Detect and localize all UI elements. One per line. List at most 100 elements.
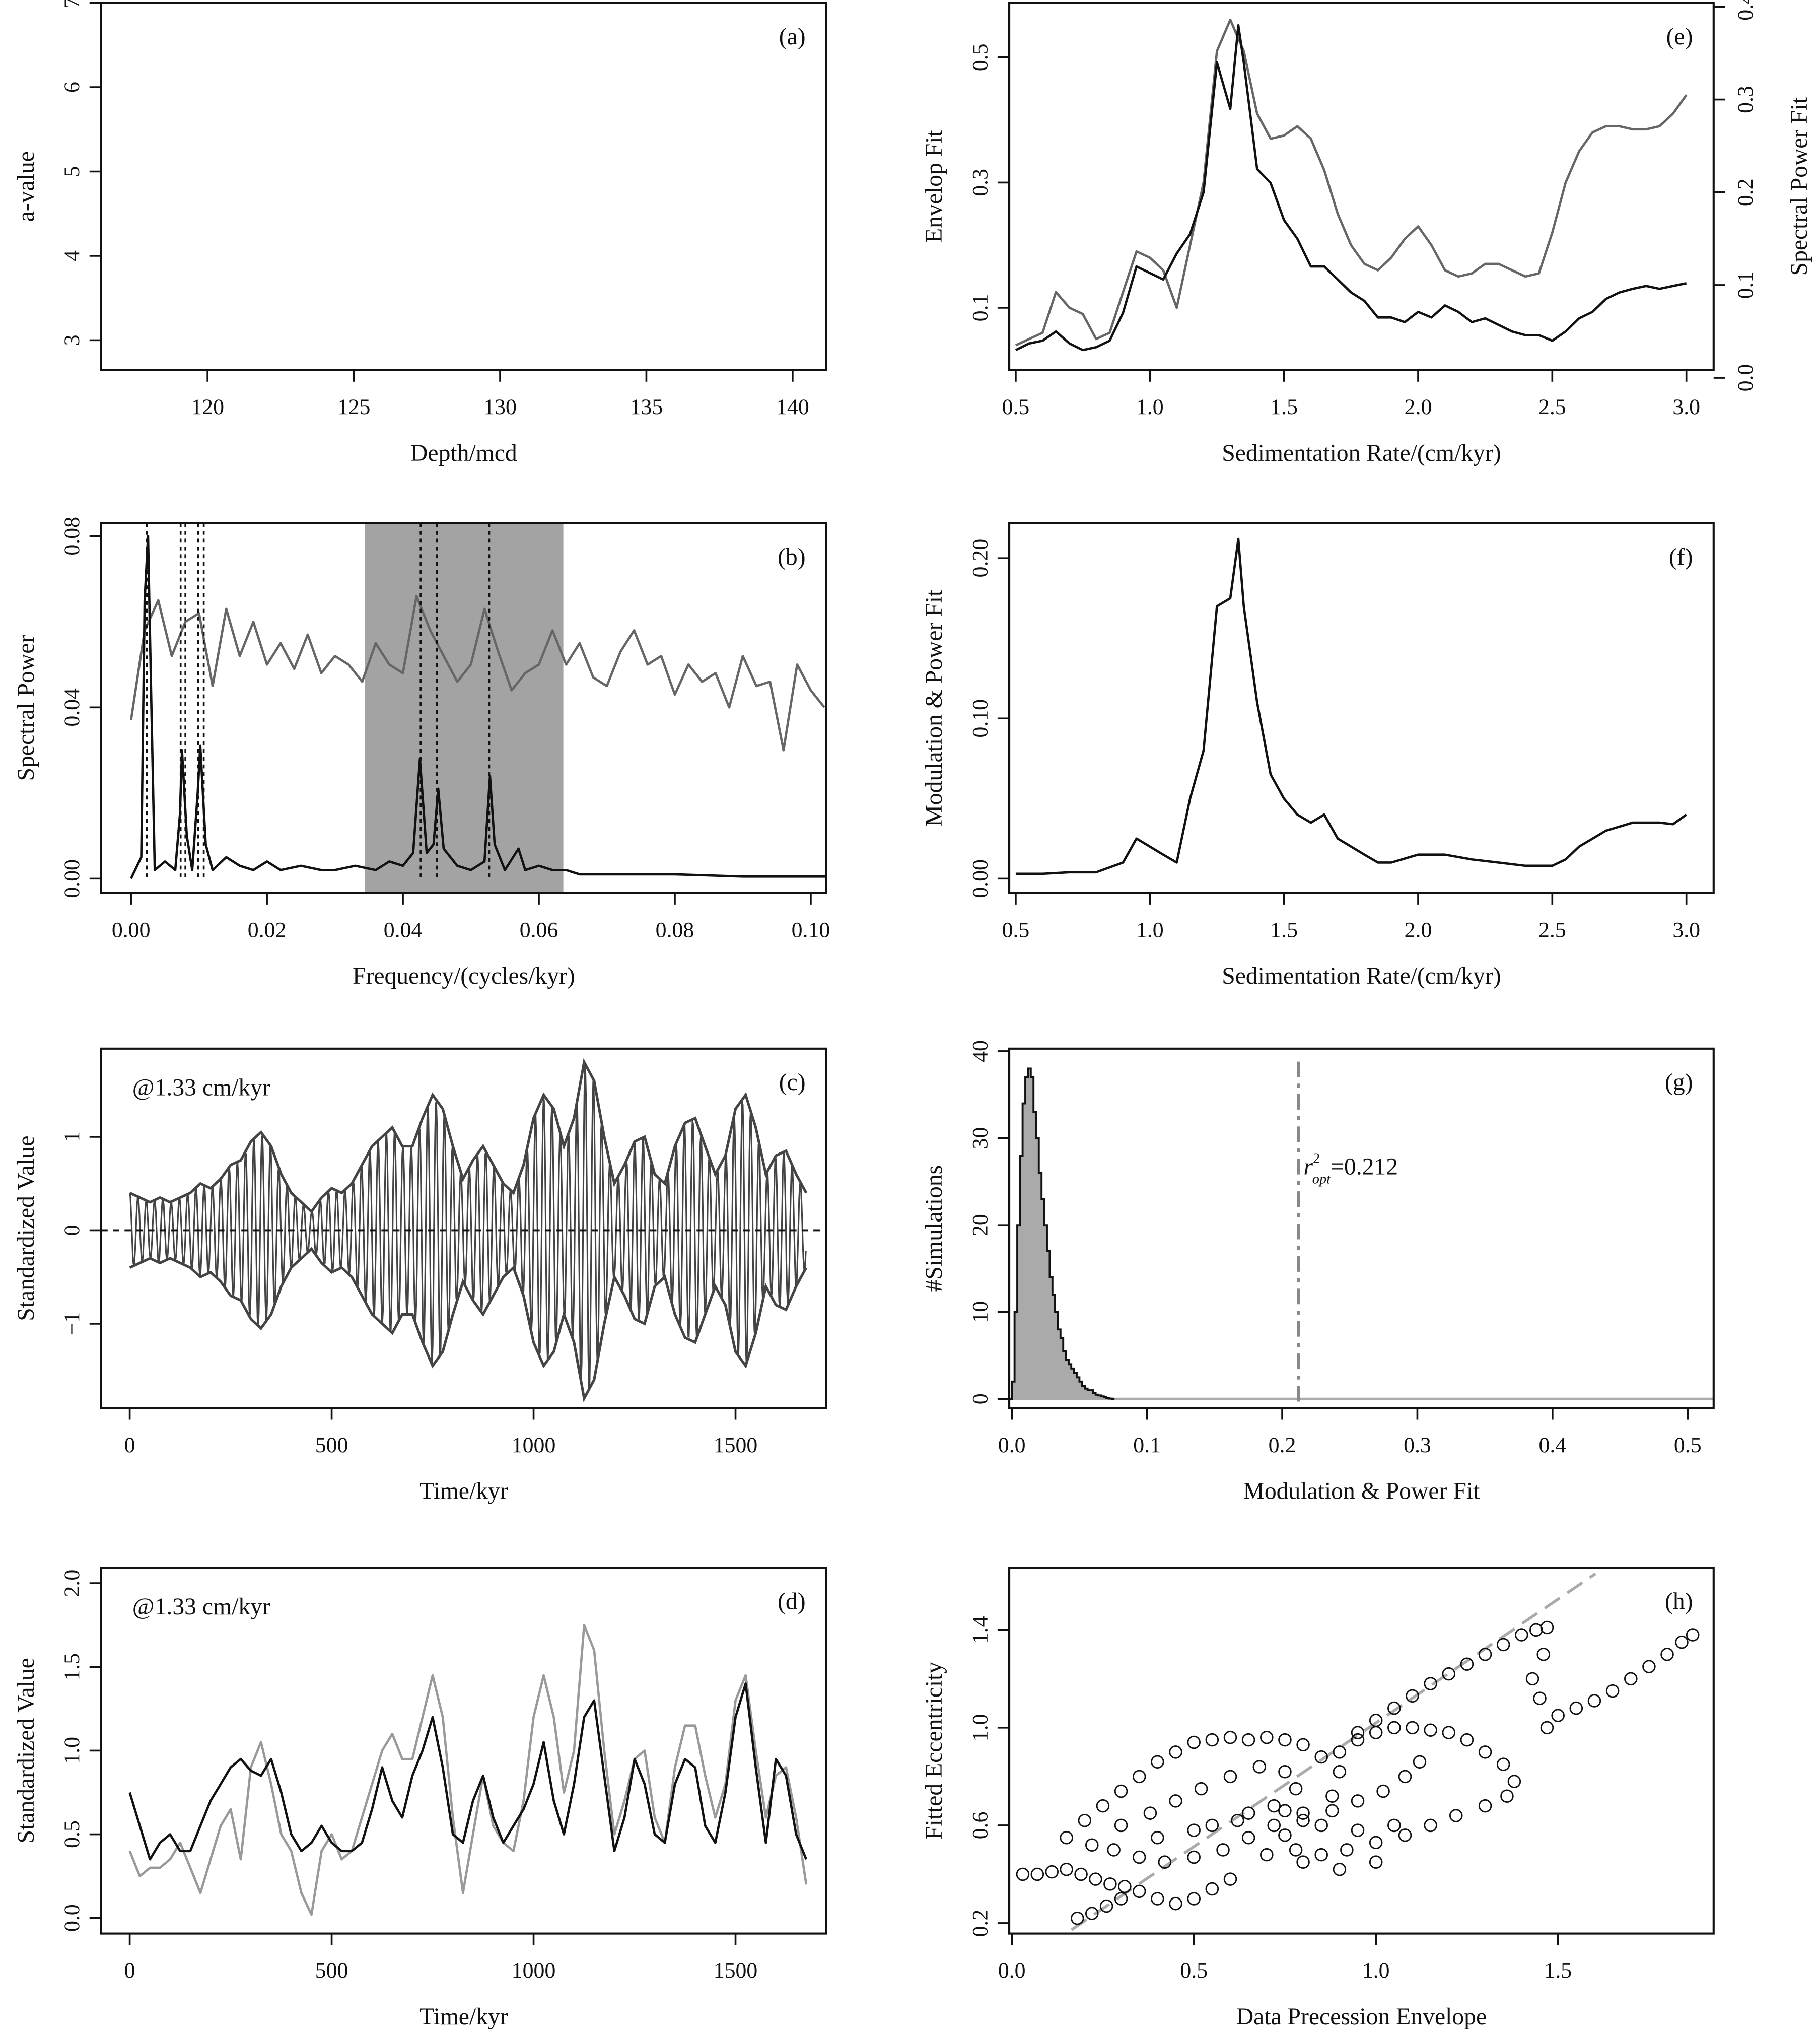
y-axis-label: Fitted Eccentricity <box>921 1662 947 1840</box>
scatter-point <box>1278 1804 1292 1818</box>
x-tick-label: 1.0 <box>1136 395 1164 419</box>
histogram-bar <box>1046 1251 1051 1399</box>
scatter-point <box>1540 1721 1554 1735</box>
series-line-0 <box>1015 18 1688 347</box>
y-tick-label: 20 <box>968 1214 992 1236</box>
scatter-point <box>1267 1818 1281 1833</box>
x-axis-label: Depth/mcd <box>410 440 517 466</box>
histogram-bar <box>1074 1373 1077 1399</box>
histogram-bar <box>1028 1068 1031 1399</box>
x-axis-label: Modulation & Power Fit <box>1243 1478 1480 1505</box>
scatter-point <box>1478 1745 1492 1759</box>
scatter-point <box>1442 1726 1456 1739</box>
x-axis-label: Time/kyr <box>419 1478 508 1505</box>
scatter-point <box>1205 1733 1219 1747</box>
x-tick-label: 0.5 <box>1674 1433 1702 1457</box>
annotation-part: r <box>1304 1154 1313 1180</box>
scatter-point <box>1278 1733 1292 1747</box>
scatter-point <box>1496 1757 1510 1771</box>
histogram-bar <box>1079 1381 1083 1399</box>
y-tick-label: 0.00 <box>968 859 992 898</box>
scatter-point <box>1314 1750 1328 1764</box>
scatter-point <box>1296 1855 1310 1869</box>
histogram-bar <box>1087 1390 1091 1399</box>
scatter-point <box>1369 1714 1383 1727</box>
scatter-point <box>1252 1760 1267 1774</box>
scatter-point <box>1624 1672 1638 1686</box>
x-tick-label: 0.1 <box>1133 1433 1161 1457</box>
scatter-point <box>1515 1628 1528 1642</box>
scatter-point <box>1241 1806 1255 1820</box>
scatter-point <box>1533 1691 1547 1705</box>
x-axis-label: Frequency/(cycles/kyr) <box>353 963 575 989</box>
x-tick-label: 1.5 <box>1270 918 1298 942</box>
y-tick-label: 10 <box>968 1301 992 1323</box>
x-tick-label: 1.5 <box>1544 1958 1572 1983</box>
scatter-point <box>1660 1648 1674 1661</box>
sed-rate-annotation: @1.33 cm/kyr <box>132 1075 270 1101</box>
x-tick-label: 0.06 <box>520 918 558 942</box>
scatter-point <box>1325 1789 1339 1803</box>
histogram-bar <box>1098 1395 1102 1399</box>
x-tick-label: 0.04 <box>384 918 423 942</box>
histogram-bar <box>1038 1173 1042 1399</box>
scatter-point <box>1099 1899 1113 1913</box>
scatter-point <box>1278 1828 1292 1842</box>
panel-a: 120 125 130 135 140 3 4 5 6 7 Depth/mcd a-value (a) <box>13 0 827 466</box>
y-right-tick-label: 0.2 <box>1733 178 1758 206</box>
scatter-point <box>1314 1818 1328 1833</box>
histogram-bar <box>1014 1312 1018 1399</box>
scatter-point <box>1424 1677 1437 1690</box>
scatter-point <box>1114 1784 1128 1798</box>
x-tick-label: 1000 <box>512 1958 556 1983</box>
scatter-point <box>1267 1799 1281 1813</box>
y-right-tick-label: 0.4 <box>1733 0 1758 21</box>
x-tick-label: 0.2 <box>1269 1433 1296 1457</box>
y-right-tick-label: 0.3 <box>1733 86 1758 113</box>
scatter-point <box>1387 1818 1401 1833</box>
plot-frame <box>100 1047 827 1409</box>
scatter-point <box>1333 1745 1347 1759</box>
scatter-point <box>1223 1770 1237 1784</box>
scatter-point <box>1424 1723 1437 1737</box>
plot-area <box>1015 537 1688 875</box>
x-tick-label: 2.0 <box>1405 395 1432 419</box>
plot-area <box>101 1058 826 1403</box>
y-axis-label: Standardized Value <box>13 1658 39 1843</box>
scatter-point <box>1406 1721 1419 1735</box>
x-tick-label: 0.10 <box>792 918 830 942</box>
y-tick-label: −1 <box>60 1312 84 1336</box>
scatter-point <box>1169 1896 1182 1911</box>
scatter-point <box>1333 1765 1347 1779</box>
plot-area <box>1009 1061 1714 1408</box>
histogram-bar <box>1025 1077 1029 1399</box>
plot-frame <box>100 2 827 371</box>
y-tick-label: 1.4 <box>968 1616 992 1644</box>
filtered-precession-line <box>129 1066 807 1389</box>
scatter-point <box>1507 1775 1521 1788</box>
scatter-point <box>1351 1733 1365 1747</box>
histogram-bar <box>1085 1388 1088 1399</box>
histogram-bar <box>1036 1138 1039 1399</box>
histogram-bar <box>1090 1390 1094 1399</box>
y-axis-label: #Simulations <box>921 1165 947 1292</box>
scatter-point <box>1529 1623 1543 1637</box>
panel-c: 0 500 1000 1500 −1 0 1 Time/kyr Standardized Val… <box>13 1047 827 1505</box>
x-tick-label: 0.00 <box>112 918 151 942</box>
x-tick-label: 3.0 <box>1672 395 1700 419</box>
histogram-bar <box>1030 1077 1034 1399</box>
y-tick-label: 1.0 <box>60 1737 84 1765</box>
scatter-point <box>1449 1809 1463 1822</box>
scatter-point <box>1351 1823 1365 1837</box>
shaded-band <box>365 523 564 893</box>
scatter-point <box>1278 1765 1292 1779</box>
y-tick-label: 30 <box>968 1127 992 1149</box>
histogram-bar <box>1095 1394 1099 1399</box>
series-line-0 <box>128 1623 808 1916</box>
panel-label: (b) <box>778 544 806 570</box>
y-axis-label: Envelop Fit <box>921 130 947 243</box>
panel-g: r2 opt=0.212 0.0 0.1 0.2 0.3 0.4 0.5 0 10 20 30 40 Mo… <box>921 1040 1715 1505</box>
scatter-point <box>1016 1867 1030 1881</box>
scatter-point <box>1241 1733 1255 1747</box>
x-tick-label: 140 <box>776 395 809 419</box>
